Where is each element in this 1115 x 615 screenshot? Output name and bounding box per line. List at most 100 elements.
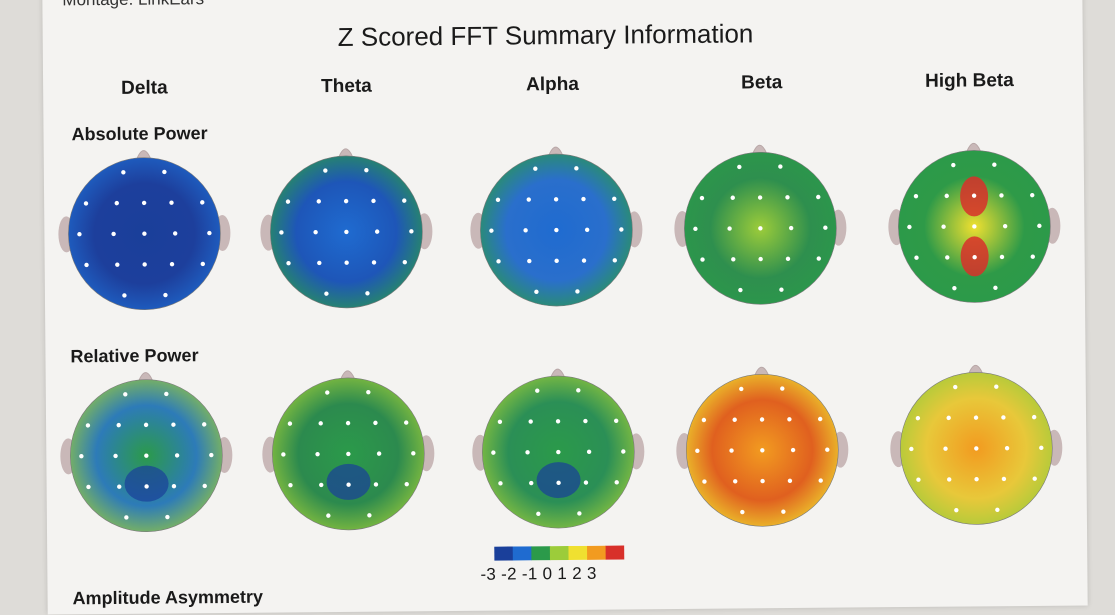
electrode-dot	[117, 484, 122, 489]
electrode-dot	[141, 200, 147, 206]
electrode-dot	[614, 480, 619, 485]
electrode-dot	[816, 194, 821, 200]
electrode-dot	[373, 482, 379, 487]
electrode-dot	[612, 196, 617, 201]
electrode-dot	[1004, 445, 1010, 451]
color-scale-legend	[494, 545, 625, 561]
electrode-dot	[556, 480, 561, 486]
electrode-dot	[202, 422, 207, 427]
electrode-dot	[115, 262, 120, 267]
electrode-dot	[366, 389, 371, 395]
electrode-dot	[114, 200, 119, 206]
electrode-dot	[1002, 223, 1008, 229]
electrode-dot	[164, 391, 169, 397]
electrode-dot	[576, 388, 581, 393]
electrode-dot	[778, 164, 783, 169]
electrode-dot	[315, 451, 320, 457]
electrode-dot	[952, 285, 957, 291]
electrode-dot	[731, 257, 736, 262]
electrode-dot	[86, 484, 91, 490]
electrode-dot	[124, 515, 129, 520]
electrode-dot	[1037, 223, 1042, 229]
electrode-dot	[1030, 254, 1035, 259]
electrode-dot	[695, 448, 700, 454]
electrode-dot	[693, 226, 698, 232]
legend-swatch	[605, 545, 625, 560]
electrode-dot	[346, 451, 351, 457]
electrode-dot	[144, 484, 149, 489]
electrode-dot	[995, 507, 1000, 512]
legend-swatch	[494, 546, 514, 561]
electrode-dot	[953, 384, 958, 390]
electrode-dot	[1001, 415, 1006, 420]
electrode-dot	[785, 195, 790, 200]
electrode-dot	[165, 514, 170, 520]
electrode-dot	[317, 260, 322, 266]
electrode-dot	[954, 507, 959, 513]
electrode-dot	[583, 418, 588, 424]
electrode-dot	[498, 481, 503, 486]
electrode-dot	[142, 231, 147, 236]
electrode-dot	[491, 450, 496, 455]
electrode-dot	[738, 287, 743, 293]
electrode-dot	[760, 478, 765, 484]
electrode-dot	[288, 482, 293, 488]
topomap-absolute-power-delta	[58, 150, 231, 310]
electrode-dot	[577, 511, 582, 516]
electrode-dot	[169, 200, 174, 205]
topomap-relative-power-beta	[676, 366, 849, 527]
electrode-dot	[971, 193, 977, 198]
electrode-dot	[172, 231, 178, 236]
electrode-dot	[84, 262, 89, 268]
electrode-dot	[287, 421, 293, 426]
electrode-dot	[367, 513, 372, 518]
legend-swatch	[512, 546, 532, 561]
electrode-dot	[345, 420, 351, 426]
legend-swatch	[531, 546, 551, 561]
electrode-dot	[528, 419, 533, 424]
electrode-dot	[1032, 476, 1037, 481]
electrode-dot	[373, 420, 378, 426]
electrode-dot	[79, 454, 84, 459]
electrode-dot	[85, 423, 91, 428]
electrode-dot	[943, 446, 948, 451]
electrode-dot	[825, 447, 830, 452]
electrode-dot	[972, 255, 977, 260]
electrode-dot	[374, 229, 380, 234]
electrode-dot	[525, 450, 530, 455]
electrode-dot	[972, 224, 977, 229]
electrode-dot	[344, 229, 349, 235]
electrode-dot	[790, 447, 796, 453]
electrode-dot	[999, 193, 1004, 198]
electrode-dot	[730, 195, 735, 200]
electrode-dot	[526, 197, 531, 202]
electrode-dot	[523, 228, 528, 233]
electrode-dot	[574, 166, 579, 171]
electrode-dot	[144, 453, 149, 458]
legend-swatch	[568, 545, 588, 560]
legend-swatch	[587, 545, 607, 560]
electrode-dot	[318, 421, 323, 426]
electrode-dot	[553, 197, 559, 202]
electrode-dot	[583, 480, 589, 485]
electrode-dot	[700, 257, 705, 262]
electrode-dot	[174, 453, 180, 458]
electrode-dot	[732, 417, 737, 422]
electrode-dot	[495, 197, 501, 203]
electrode-dot	[527, 258, 532, 264]
electrode-dot	[619, 227, 624, 232]
electrode-dot	[286, 260, 291, 266]
electrode-dot	[729, 448, 734, 453]
electrode-dot	[974, 446, 979, 451]
electrode-dot	[701, 417, 707, 423]
electrode-dot	[365, 291, 370, 296]
electrode-dot	[621, 449, 626, 454]
electrode-dot	[404, 481, 409, 487]
electrode-dot	[575, 289, 580, 294]
electrode-dot	[556, 449, 561, 455]
electrode-dot	[758, 256, 763, 262]
electrode-dot	[285, 199, 291, 204]
electrode-dot	[555, 419, 561, 424]
topomap-absolute-power-theta	[260, 148, 433, 309]
electrode-dot	[913, 193, 919, 199]
